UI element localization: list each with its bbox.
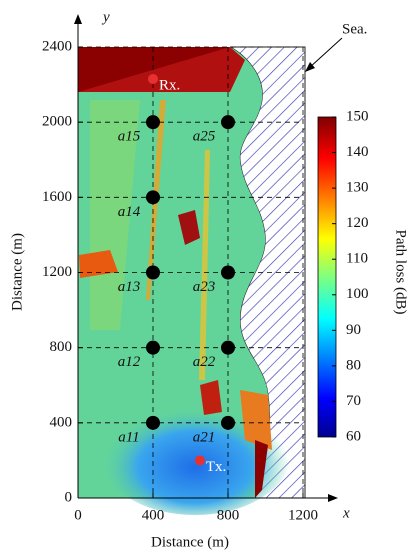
axes: y x Distance (m) Distance (m) Path loss …: [9, 9, 408, 550]
colorbar-tick-label: 60: [346, 428, 361, 444]
colorbar-tick-label: 80: [346, 357, 361, 373]
x-axis-arrow: [328, 494, 338, 502]
colorbar-tick-label: 140: [346, 144, 369, 160]
node: [146, 265, 160, 280]
node: [146, 415, 160, 430]
patch: [79, 250, 118, 278]
marker-label: Tx.: [206, 459, 226, 475]
x-axis-title: Distance (m): [151, 534, 229, 550]
x-tick-label: 0: [74, 507, 82, 523]
marker: [194, 455, 205, 466]
y-tick-label: 1600: [42, 189, 72, 205]
colorbar-tick-label: 110: [346, 251, 368, 267]
node-label: a25: [193, 129, 216, 145]
node-label: a11: [118, 429, 139, 445]
y-tick-label: 1200: [42, 264, 72, 280]
y-axis-symbol: y: [101, 9, 110, 25]
annotation-arrow: [308, 37, 343, 69]
node: [146, 115, 160, 130]
patch: [200, 380, 222, 415]
node: [221, 340, 235, 355]
node-label: a22: [193, 354, 216, 370]
colorbar-tick-label: 150: [346, 108, 369, 124]
annotation: Sea.: [342, 21, 367, 37]
patch: [178, 210, 200, 245]
node-label: a13: [118, 279, 141, 295]
y-tick-label: 2400: [42, 38, 72, 54]
patch: [240, 390, 272, 450]
x-tick-label: 1200: [288, 507, 318, 523]
y-tick-label: 2000: [42, 114, 72, 130]
map: [78, 46, 306, 515]
node-label: a15: [118, 129, 141, 145]
node-label: a23: [193, 279, 216, 295]
x-tick-label: 800: [217, 507, 240, 523]
colorbar: [317, 116, 337, 438]
y-axis-arrow: [74, 14, 82, 24]
node-label: a14: [118, 204, 141, 220]
x-tick-label: 400: [142, 507, 165, 523]
node: [221, 115, 235, 130]
colorbar-tick-label: 120: [346, 215, 369, 231]
node: [146, 340, 160, 355]
marker: [148, 73, 158, 84]
patch: [255, 440, 268, 498]
colorbar-tick-label: 70: [346, 393, 361, 409]
node: [221, 415, 235, 430]
y-axis-title: Distance (m): [9, 233, 25, 311]
top-band-edge: [78, 47, 245, 92]
colorbar-tick-label: 90: [346, 322, 361, 338]
node-label: a21: [193, 429, 216, 445]
colorbar-tick-label: 100: [346, 286, 369, 302]
y-tick-label: 0: [65, 489, 73, 505]
streak: [199, 150, 210, 380]
annotation-arrowhead: [305, 62, 315, 72]
colorbar-title: Path loss (dB): [393, 229, 409, 314]
colorbar-tick-label: 130: [346, 180, 369, 196]
y-tick-label: 800: [50, 339, 73, 355]
node: [146, 190, 160, 205]
marker-label: Rx.: [159, 77, 180, 93]
y-tick-label: 400: [50, 414, 73, 430]
node: [221, 265, 235, 280]
x-axis-symbol: x: [342, 505, 350, 521]
node-label: a12: [118, 354, 141, 370]
